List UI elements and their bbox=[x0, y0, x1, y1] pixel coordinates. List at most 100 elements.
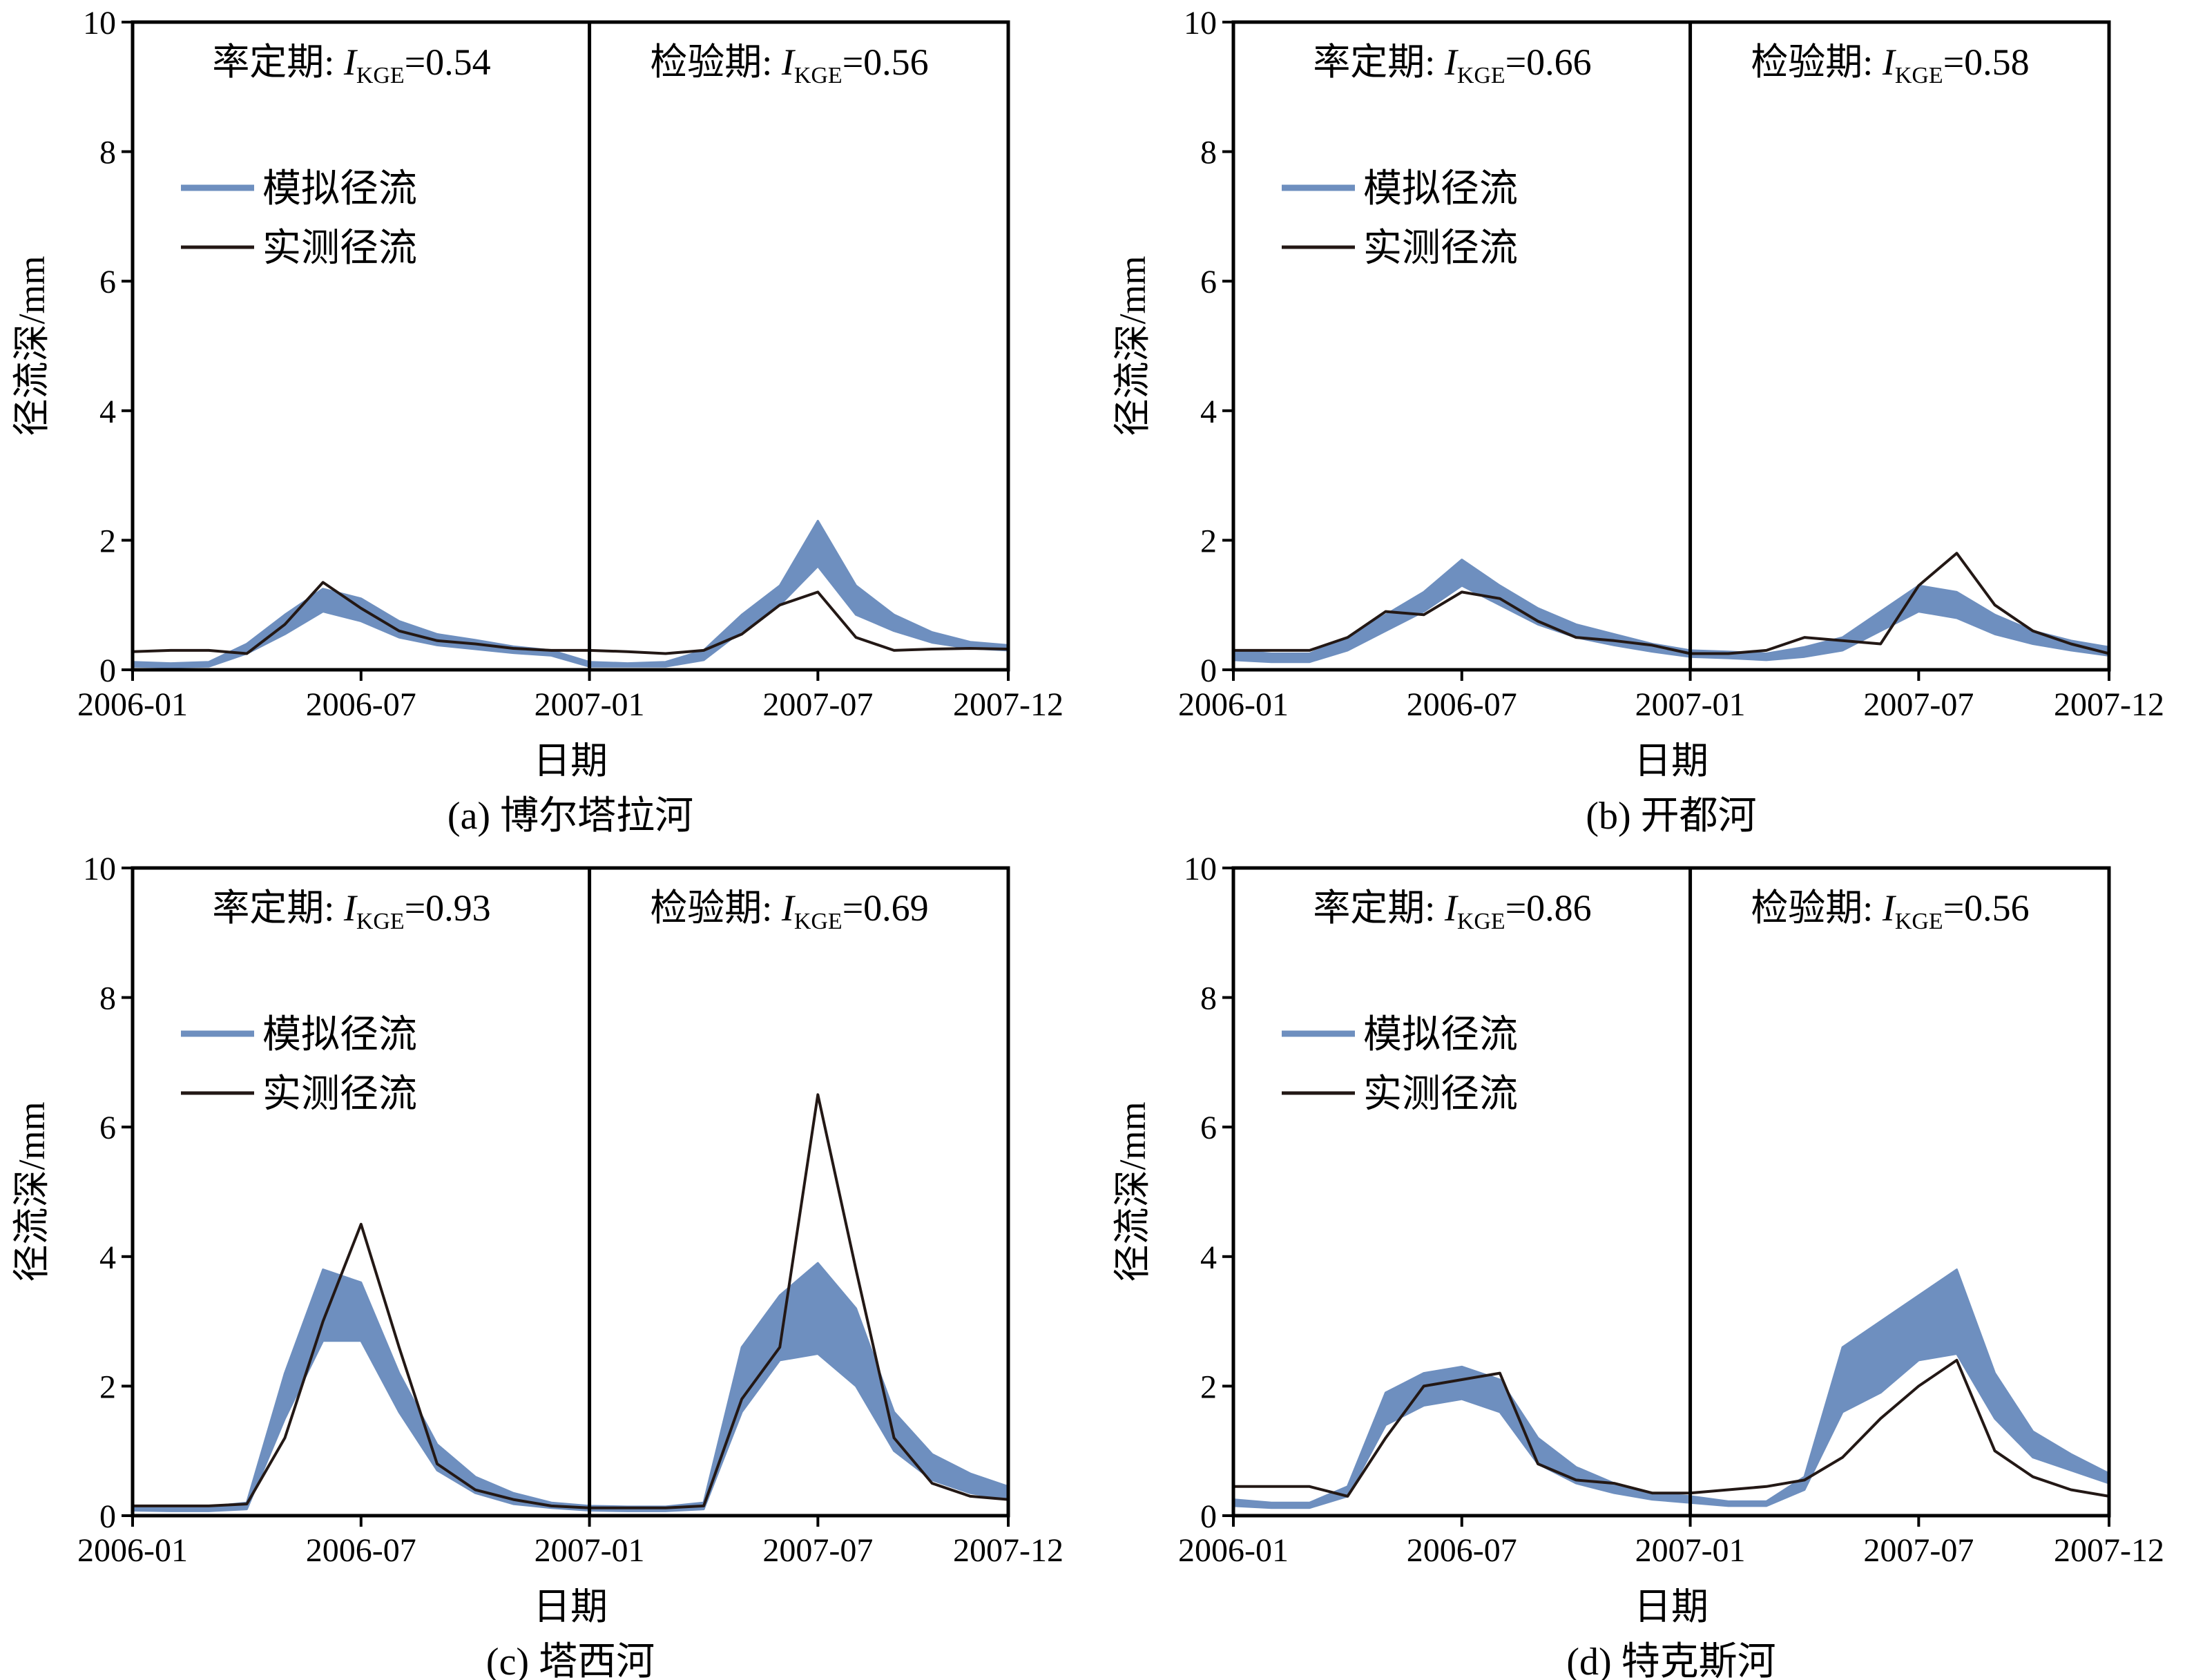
y-tick-label: 6 bbox=[99, 1110, 116, 1146]
panel-caption: (c) 塔西河 bbox=[486, 1641, 655, 1680]
calibration-period-label: 率定期: IKGE=0.93 bbox=[212, 887, 490, 934]
y-tick-label: 0 bbox=[99, 1498, 116, 1535]
period-name: 率定期: bbox=[1313, 41, 1445, 83]
x-axis-label: 日期 bbox=[1634, 1586, 1708, 1628]
validation-period-label: 检验期: IKGE=0.58 bbox=[1751, 41, 2029, 88]
x-tick-label: 2007-01 bbox=[535, 1532, 645, 1569]
x-tick-label: 2007-12 bbox=[2054, 1532, 2164, 1569]
y-tick-label: 2 bbox=[99, 523, 116, 559]
observed-runoff-line bbox=[133, 1093, 1009, 1509]
metric-subscript: KGE bbox=[1895, 909, 1943, 934]
validation-period-label: 检验期: IKGE=0.69 bbox=[650, 887, 928, 934]
metric-value: =0.56 bbox=[1943, 887, 2030, 929]
x-tick-label: 2006-07 bbox=[306, 686, 416, 723]
x-tick-label: 2007-12 bbox=[953, 1532, 1063, 1569]
legend-label-simulated: 模拟径流 bbox=[262, 1014, 417, 1056]
simulated-runoff-band bbox=[1232, 559, 2110, 664]
calibration-period-label: 率定期: IKGE=0.86 bbox=[1313, 887, 1591, 934]
x-tick-label: 2007-07 bbox=[762, 686, 873, 723]
y-tick-label: 10 bbox=[1184, 851, 1217, 887]
validation-period-label: 检验期: IKGE=0.56 bbox=[1751, 887, 2029, 934]
y-tick-label: 0 bbox=[1200, 653, 1217, 689]
period-name: 率定期: bbox=[212, 41, 344, 83]
legend-label-simulated: 模拟径流 bbox=[1363, 168, 1518, 211]
y-tick-label: 2 bbox=[1200, 523, 1217, 559]
x-tick-label: 2007-07 bbox=[1863, 1532, 1974, 1569]
x-tick-label: 2006-01 bbox=[77, 686, 188, 723]
legend-label-observed: 实测径流 bbox=[1363, 1073, 1518, 1116]
observed-runoff-line bbox=[1233, 552, 2110, 655]
observed-runoff-line bbox=[1233, 1358, 2110, 1498]
period-name: 检验期: bbox=[650, 41, 782, 83]
metric-value: =0.93 bbox=[405, 887, 491, 929]
plot-frame bbox=[131, 866, 1010, 1518]
plot-frame bbox=[1231, 866, 2111, 1518]
x-tick-label: 2006-07 bbox=[1407, 1532, 1517, 1569]
y-tick-label: 6 bbox=[99, 264, 116, 300]
metric-symbol: I bbox=[1444, 41, 1459, 83]
x-tick-label: 2007-07 bbox=[762, 1532, 873, 1569]
x-axis-label: 日期 bbox=[1634, 740, 1708, 782]
y-tick-label: 2 bbox=[99, 1369, 116, 1405]
metric-subscript: KGE bbox=[794, 909, 843, 934]
metric-subscript: KGE bbox=[1457, 909, 1505, 934]
x-tick-label: 2006-07 bbox=[1407, 686, 1517, 723]
chart-panel-c: 0 2 4 6 8 10 2006-01 2006-07 2007-01 2007-07 2007-… bbox=[11, 851, 1063, 1680]
metric-subscript: KGE bbox=[356, 63, 405, 88]
y-tick-label: 8 bbox=[1200, 135, 1217, 171]
plot-frame bbox=[131, 20, 1010, 672]
x-axis-label: 日期 bbox=[533, 740, 608, 782]
y-tick-label: 8 bbox=[99, 135, 116, 171]
panel-caption: (b) 开都河 bbox=[1586, 795, 1756, 838]
validation-period-label: 检验期: IKGE=0.56 bbox=[650, 41, 928, 88]
y-tick-label: 10 bbox=[83, 851, 116, 887]
y-tick-label: 4 bbox=[99, 394, 116, 430]
metric-subscript: KGE bbox=[1457, 63, 1505, 88]
metric-subscript: KGE bbox=[794, 63, 843, 88]
x-tick-label: 2006-07 bbox=[306, 1532, 416, 1569]
x-tick-label: 2007-01 bbox=[1635, 686, 1746, 723]
legend-label-observed: 实测径流 bbox=[262, 1073, 417, 1116]
period-name: 率定期: bbox=[1313, 887, 1445, 929]
panel-caption: (a) 博尔塔拉河 bbox=[447, 795, 693, 838]
metric-value: =0.86 bbox=[1505, 887, 1592, 929]
x-tick-label: 2007-07 bbox=[1863, 686, 1974, 723]
legend-label-observed: 实测径流 bbox=[1363, 227, 1518, 270]
x-tick-label: 2007-12 bbox=[2054, 686, 2164, 723]
metric-symbol: I bbox=[343, 41, 358, 83]
metric-symbol: I bbox=[781, 41, 796, 83]
y-axis-label: 径流深/mm bbox=[11, 1101, 52, 1282]
chart-panel-a: 0 2 4 6 8 10 2006-01 2006-07 2007-01 2007-07 2007-… bbox=[11, 5, 1063, 838]
calibration-period-label: 率定期: IKGE=0.66 bbox=[1313, 41, 1591, 88]
period-name: 率定期: bbox=[212, 887, 344, 929]
y-tick-label: 10 bbox=[1184, 5, 1217, 41]
y-tick-label: 8 bbox=[1200, 981, 1217, 1017]
y-tick-label: 4 bbox=[1200, 394, 1217, 430]
legend-label-simulated: 模拟径流 bbox=[262, 168, 417, 211]
y-axis-label: 径流深/mm bbox=[1112, 255, 1153, 436]
metric-value: =0.58 bbox=[1943, 41, 2030, 83]
metric-symbol: I bbox=[1882, 887, 1897, 929]
y-tick-label: 0 bbox=[99, 653, 116, 689]
y-tick-label: 6 bbox=[1200, 264, 1217, 300]
metric-symbol: I bbox=[781, 887, 796, 929]
legend-label-observed: 实测径流 bbox=[262, 227, 417, 270]
panel-caption: (d) 特克斯河 bbox=[1566, 1641, 1775, 1680]
y-tick-label: 10 bbox=[83, 5, 116, 41]
metric-symbol: I bbox=[1444, 887, 1459, 929]
metric-symbol: I bbox=[1882, 41, 1897, 83]
y-tick-label: 0 bbox=[1200, 1498, 1217, 1535]
y-tick-label: 6 bbox=[1200, 1110, 1217, 1146]
x-tick-label: 2007-12 bbox=[953, 686, 1063, 723]
y-tick-label: 4 bbox=[1200, 1239, 1217, 1276]
x-tick-label: 2006-01 bbox=[1178, 1532, 1289, 1569]
metric-value: =0.69 bbox=[843, 887, 929, 929]
metric-value: =0.66 bbox=[1505, 41, 1592, 83]
y-axis-label: 径流深/mm bbox=[1112, 1101, 1153, 1282]
metric-subscript: KGE bbox=[1895, 63, 1943, 88]
period-name: 检验期: bbox=[650, 887, 782, 929]
metric-value: =0.54 bbox=[405, 41, 491, 83]
y-tick-label: 8 bbox=[99, 981, 116, 1017]
y-tick-label: 2 bbox=[1200, 1369, 1217, 1405]
